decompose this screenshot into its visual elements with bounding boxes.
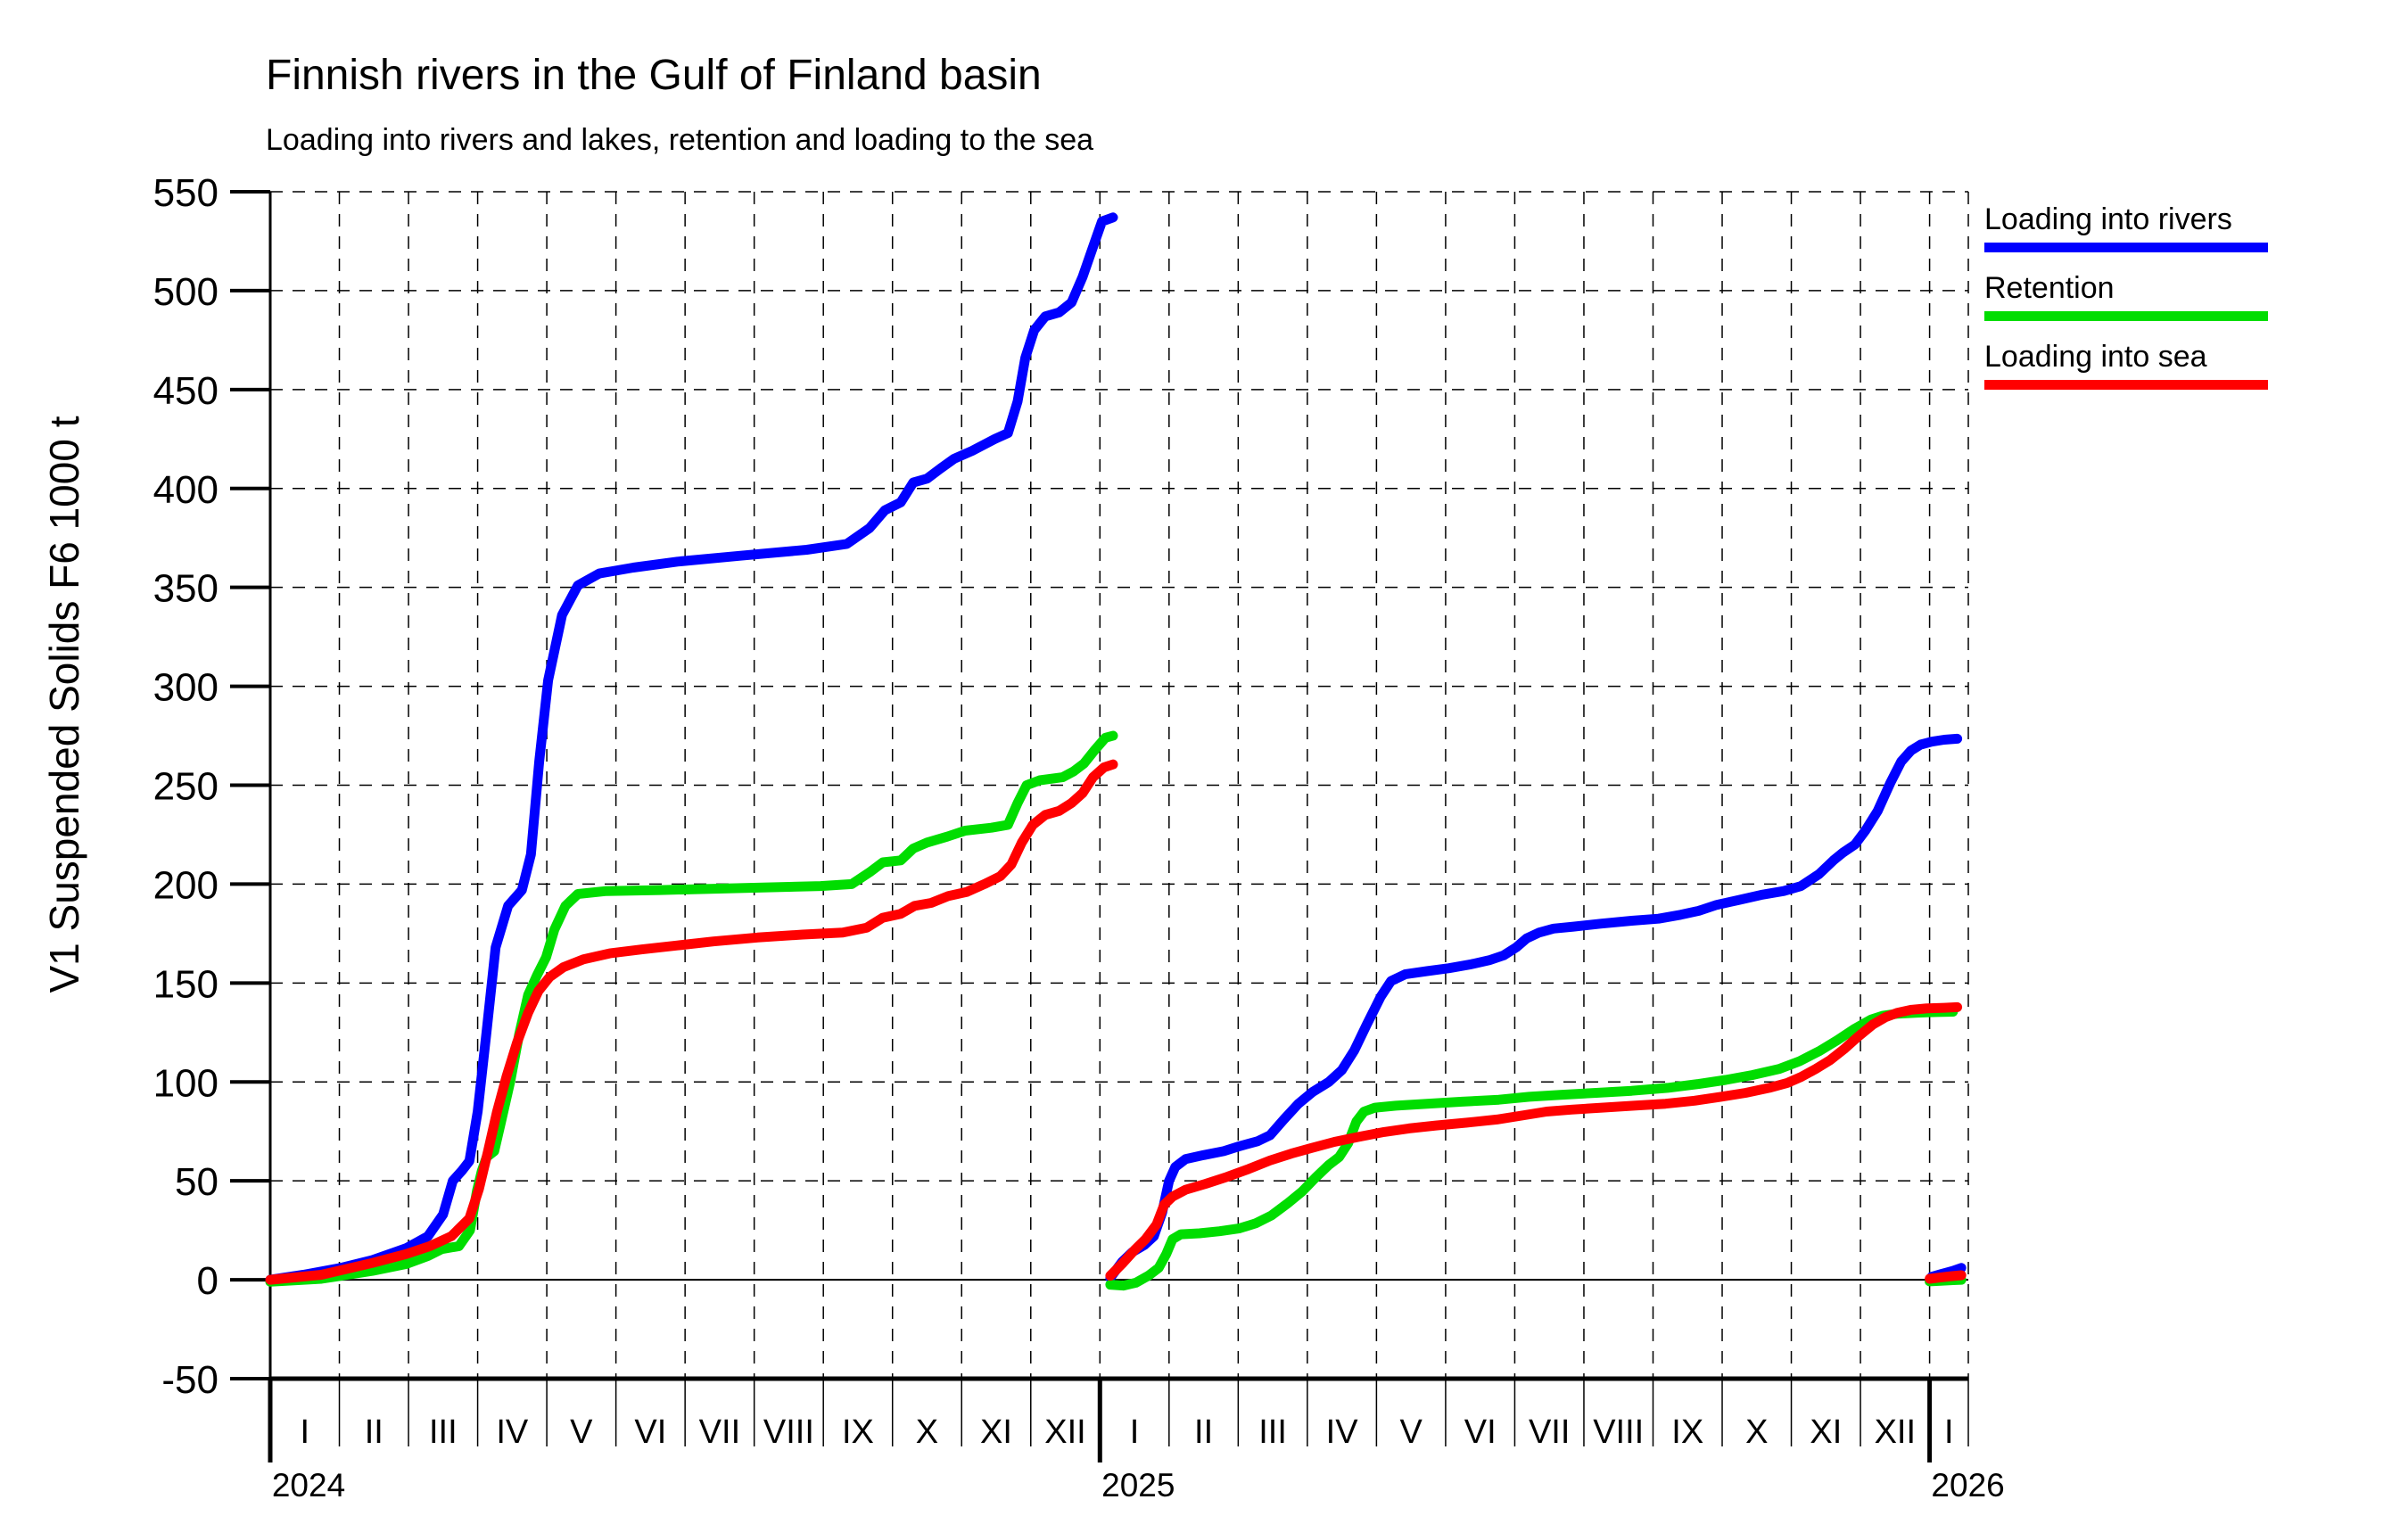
month-label: V — [570, 1413, 593, 1451]
month-label: III — [1258, 1413, 1287, 1451]
y-tick-label: 350 — [153, 567, 219, 611]
month-label: III — [429, 1413, 458, 1451]
series-line — [1105, 1007, 1959, 1291]
month-label: II — [365, 1413, 383, 1451]
y-tick-label: 250 — [153, 765, 219, 809]
legend-label: Loading into rivers — [1984, 202, 2232, 236]
month-label: XII — [1875, 1413, 1916, 1451]
y-tick-label: -50 — [161, 1358, 219, 1402]
month-label: I — [1130, 1413, 1140, 1451]
y-tick-label: 500 — [153, 270, 219, 314]
legend-item: Retention — [1984, 272, 2279, 321]
series-line — [1925, 1270, 1967, 1284]
legend-item: Loading into rivers — [1984, 203, 2279, 252]
month-label: XI — [980, 1413, 1012, 1451]
month-label: XI — [1810, 1413, 1842, 1451]
month-label: II — [1194, 1413, 1213, 1451]
legend-swatch — [1984, 311, 2268, 321]
month-label: IX — [842, 1413, 874, 1451]
legend-swatch — [1984, 380, 2268, 390]
month-label: VIII — [1593, 1413, 1644, 1451]
month-label: X — [1745, 1413, 1768, 1451]
month-label: I — [300, 1413, 309, 1451]
series-line — [265, 759, 1118, 1285]
month-labels: I II III IV V VI VII VIII IX X XI XII I II III IV V VI VII… — [300, 1413, 1953, 1451]
y-tick-label: 0 — [197, 1259, 219, 1303]
series-line — [265, 212, 1118, 1285]
y-axis-label: V1 Suspended Solids F6 1000 t — [41, 416, 87, 993]
month-label: V — [1399, 1413, 1423, 1451]
month-label: IX — [1671, 1413, 1703, 1451]
y-tick-label: 550 — [153, 171, 219, 215]
series-loading-into-rivers — [265, 212, 1967, 1285]
legend-swatch — [1984, 243, 2268, 252]
legend-label: Loading into sea — [1984, 340, 2207, 374]
series-line — [1105, 1001, 1963, 1281]
month-label: IV — [1326, 1413, 1359, 1451]
series-line — [265, 730, 1118, 1287]
year-label: 2026 — [1931, 1467, 2004, 1504]
y-tick-label: 400 — [153, 468, 219, 512]
month-label: VII — [699, 1413, 740, 1451]
month-label: I — [1944, 1413, 1954, 1451]
legend: Loading into rivers Retention Loading into… — [1984, 203, 2279, 409]
month-label: VI — [634, 1413, 666, 1451]
month-label: XII — [1044, 1413, 1085, 1451]
y-tick-label: 450 — [153, 369, 219, 413]
month-label: VII — [1529, 1413, 1570, 1451]
y-tick-label: 300 — [153, 666, 219, 710]
chart-subtitle: Loading into rivers and lakes, retention… — [266, 123, 1094, 157]
legend-label: Retention — [1984, 271, 2115, 305]
y-tick-label: 150 — [153, 962, 219, 1006]
year-label: 2025 — [1101, 1467, 1175, 1504]
grid — [270, 191, 1969, 1379]
month-label: X — [916, 1413, 938, 1451]
y-tick-label: 50 — [175, 1160, 219, 1204]
y-tick-label: 200 — [153, 863, 219, 907]
year-labels: 2024 2025 2026 — [272, 1467, 2005, 1504]
y-tick-label: 100 — [153, 1061, 219, 1105]
month-label: VI — [1464, 1413, 1497, 1451]
month-label: IV — [496, 1413, 529, 1451]
chart-title: Finnish rivers in the Gulf of Finland ba… — [266, 52, 1042, 99]
x-axis-ticks — [268, 1379, 1969, 1462]
year-label: 2024 — [272, 1467, 345, 1504]
series-line — [1105, 733, 1963, 1283]
month-label: VIII — [763, 1413, 814, 1451]
legend-item: Loading into sea — [1984, 341, 2279, 390]
series-loading-into-sea — [265, 759, 1967, 1285]
axes — [268, 192, 1968, 1462]
